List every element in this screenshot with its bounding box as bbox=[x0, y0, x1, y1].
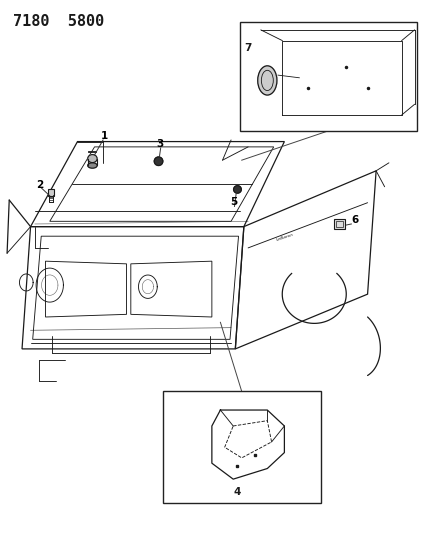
Text: 5: 5 bbox=[230, 197, 238, 207]
Text: 7180  5800: 7180 5800 bbox=[14, 14, 105, 29]
Ellipse shape bbox=[154, 157, 163, 165]
Text: 7: 7 bbox=[244, 43, 251, 53]
Text: 3: 3 bbox=[156, 139, 163, 149]
Text: 4: 4 bbox=[233, 487, 241, 497]
Text: 1: 1 bbox=[101, 131, 108, 141]
Ellipse shape bbox=[234, 185, 241, 193]
Bar bbox=[48, 189, 54, 196]
Ellipse shape bbox=[88, 163, 97, 168]
Bar bbox=[240, 22, 416, 131]
Bar bbox=[163, 391, 321, 503]
Bar bbox=[334, 219, 345, 229]
Ellipse shape bbox=[88, 155, 97, 163]
Ellipse shape bbox=[258, 66, 277, 95]
Text: 2: 2 bbox=[36, 180, 43, 190]
Text: 6: 6 bbox=[351, 215, 359, 225]
Text: LeBaron: LeBaron bbox=[276, 232, 294, 242]
Bar bbox=[336, 221, 343, 227]
